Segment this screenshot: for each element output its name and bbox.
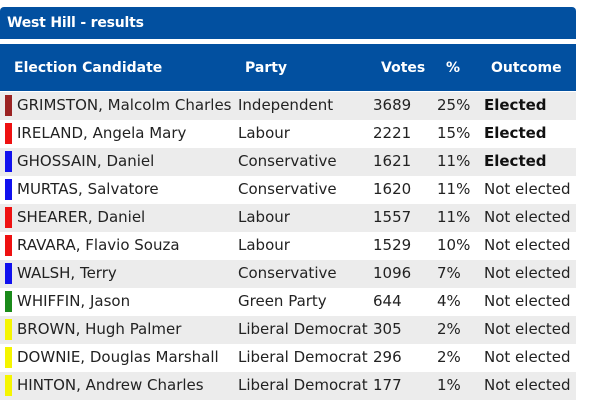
outcome-label: Not elected	[484, 236, 571, 254]
party-color-swatch	[5, 179, 12, 200]
table-row: RAVARA, Flavio Souza Labour 1529 10% Not ele…	[0, 232, 576, 260]
party-color-swatch	[5, 151, 12, 172]
party-name: Liberal Democrat	[238, 320, 368, 338]
vote-percent: 15%	[437, 124, 471, 142]
party-name: Conservative	[238, 264, 337, 282]
candidate-name: GHOSSAIN, Daniel	[17, 152, 155, 170]
outcome-label: Not elected	[484, 180, 571, 198]
table-row: GRIMSTON, Malcolm Charles Independent 3689…	[0, 92, 576, 120]
vote-percent: 11%	[437, 152, 471, 170]
candidate-name: SHEARER, Daniel	[17, 208, 146, 226]
vote-count: 1620	[373, 180, 412, 198]
column-header-percent: %	[446, 60, 461, 76]
vote-percent: 25%	[437, 96, 471, 114]
candidate-name: IRELAND, Angela Mary	[17, 124, 187, 142]
table-row: IRELAND, Angela Mary Labour 2221 15% Elected	[0, 120, 576, 148]
outcome-label: Not elected	[484, 292, 571, 310]
outcome-label: Not elected	[484, 208, 571, 226]
table-row: HINTON, Andrew Charles Liberal Democrat 17…	[0, 372, 576, 400]
vote-count: 1529	[373, 236, 412, 254]
party-name: Liberal Democrat	[238, 348, 368, 366]
table-row: MURTAS, Salvatore Conservative 1620 11% Not …	[0, 176, 576, 204]
table-row: WHIFFIN, Jason Green Party 644 4% Not electe…	[0, 288, 576, 316]
vote-percent: 7%	[437, 264, 461, 282]
candidate-name: HINTON, Andrew Charles	[17, 376, 204, 394]
vote-count: 296	[373, 348, 402, 366]
results-table-header: Election Candidate Party Votes % Outcome	[0, 44, 576, 91]
table-row: SHEARER, Daniel Labour 1557 11% Not elected	[0, 204, 576, 232]
vote-percent: 11%	[437, 208, 471, 226]
column-header-outcome: Outcome	[491, 60, 562, 76]
party-name: Conservative	[238, 180, 337, 198]
party-name: Labour	[238, 124, 290, 142]
party-color-swatch	[5, 347, 12, 368]
vote-count: 1096	[373, 264, 412, 282]
vote-percent: 2%	[437, 348, 461, 366]
party-name: Labour	[238, 208, 290, 226]
results-table-body: GRIMSTON, Malcolm Charles Independent 3689…	[0, 92, 576, 400]
candidate-name: WHIFFIN, Jason	[17, 292, 131, 310]
outcome-label: Not elected	[484, 376, 571, 394]
vote-count: 644	[373, 292, 402, 310]
candidate-name: DOWNIE, Douglas Marshall	[17, 348, 219, 366]
table-row: DOWNIE, Douglas Marshall Liberal Democrat…	[0, 344, 576, 372]
vote-count: 1621	[373, 152, 412, 170]
party-color-swatch	[5, 95, 12, 116]
vote-count: 3689	[373, 96, 412, 114]
results-panel-title: West Hill - results	[0, 7, 576, 39]
candidate-name: RAVARA, Flavio Souza	[17, 236, 180, 254]
outcome-label: Elected	[484, 96, 547, 114]
vote-count: 177	[373, 376, 402, 394]
party-color-swatch	[5, 291, 12, 312]
vote-percent: 2%	[437, 320, 461, 338]
outcome-label: Not elected	[484, 348, 571, 366]
party-name: Labour	[238, 236, 290, 254]
table-row: GHOSSAIN, Daniel Conservative 1621 11% Elect…	[0, 148, 576, 176]
column-header-votes: Votes	[381, 60, 426, 76]
party-color-swatch	[5, 235, 12, 256]
vote-count: 1557	[373, 208, 412, 226]
candidate-name: MURTAS, Salvatore	[17, 180, 159, 198]
vote-percent: 4%	[437, 292, 461, 310]
table-row: BROWN, Hugh Palmer Liberal Democrat 305 2% N…	[0, 316, 576, 344]
column-header-candidate: Election Candidate	[14, 60, 163, 76]
party-color-swatch	[5, 263, 12, 284]
outcome-label: Elected	[484, 124, 547, 142]
party-name: Conservative	[238, 152, 337, 170]
candidate-name: WALSH, Terry	[17, 264, 117, 282]
outcome-label: Not elected	[484, 264, 571, 282]
party-color-swatch	[5, 375, 12, 396]
party-color-swatch	[5, 319, 12, 340]
vote-percent: 11%	[437, 180, 471, 198]
column-header-party: Party	[245, 60, 288, 76]
outcome-label: Elected	[484, 152, 547, 170]
vote-count: 305	[373, 320, 402, 338]
party-name: Liberal Democrat	[238, 376, 368, 394]
party-color-swatch	[5, 123, 12, 144]
vote-percent: 10%	[437, 236, 471, 254]
candidate-name: GRIMSTON, Malcolm Charles	[17, 96, 232, 114]
party-name: Independent	[238, 96, 334, 114]
party-name: Green Party	[238, 292, 327, 310]
candidate-name: BROWN, Hugh Palmer	[17, 320, 182, 338]
party-color-swatch	[5, 207, 12, 228]
vote-percent: 1%	[437, 376, 461, 394]
table-row: WALSH, Terry Conservative 1096 7% Not electe…	[0, 260, 576, 288]
vote-count: 2221	[373, 124, 412, 142]
outcome-label: Not elected	[484, 320, 571, 338]
